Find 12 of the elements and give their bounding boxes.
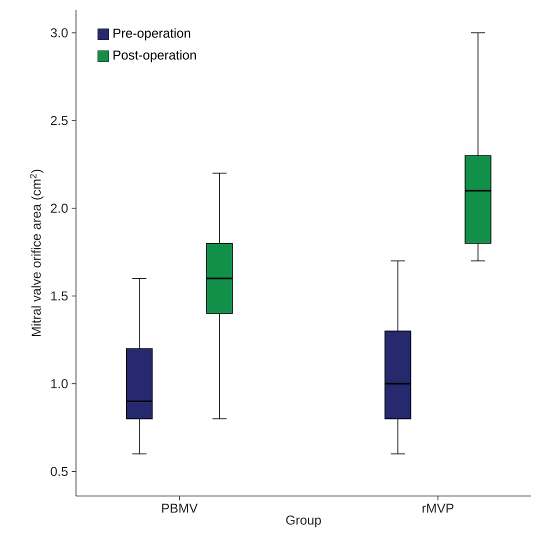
y-tick-label: 0.5 (50, 466, 68, 476)
y-tick-label: 2.0 (50, 204, 68, 213)
y-tick-label: 3.0 (50, 28, 68, 38)
legend-label: Pre-operation (114, 28, 190, 40)
y-axis-title: Mitral valve orifice area (cm$^{2}$) (30, 170, 44, 336)
x-tick-label: rMVP (422, 504, 454, 513)
x-axis-title: Group (286, 516, 321, 528)
legend-label: Post-operation (114, 50, 196, 62)
x-tick-label: PBMV (162, 504, 198, 513)
y-tick-label: 1.0 (51, 379, 68, 388)
y-tick-label: 1.5 (51, 291, 68, 300)
y-tick-label: 2.5 (50, 116, 68, 126)
